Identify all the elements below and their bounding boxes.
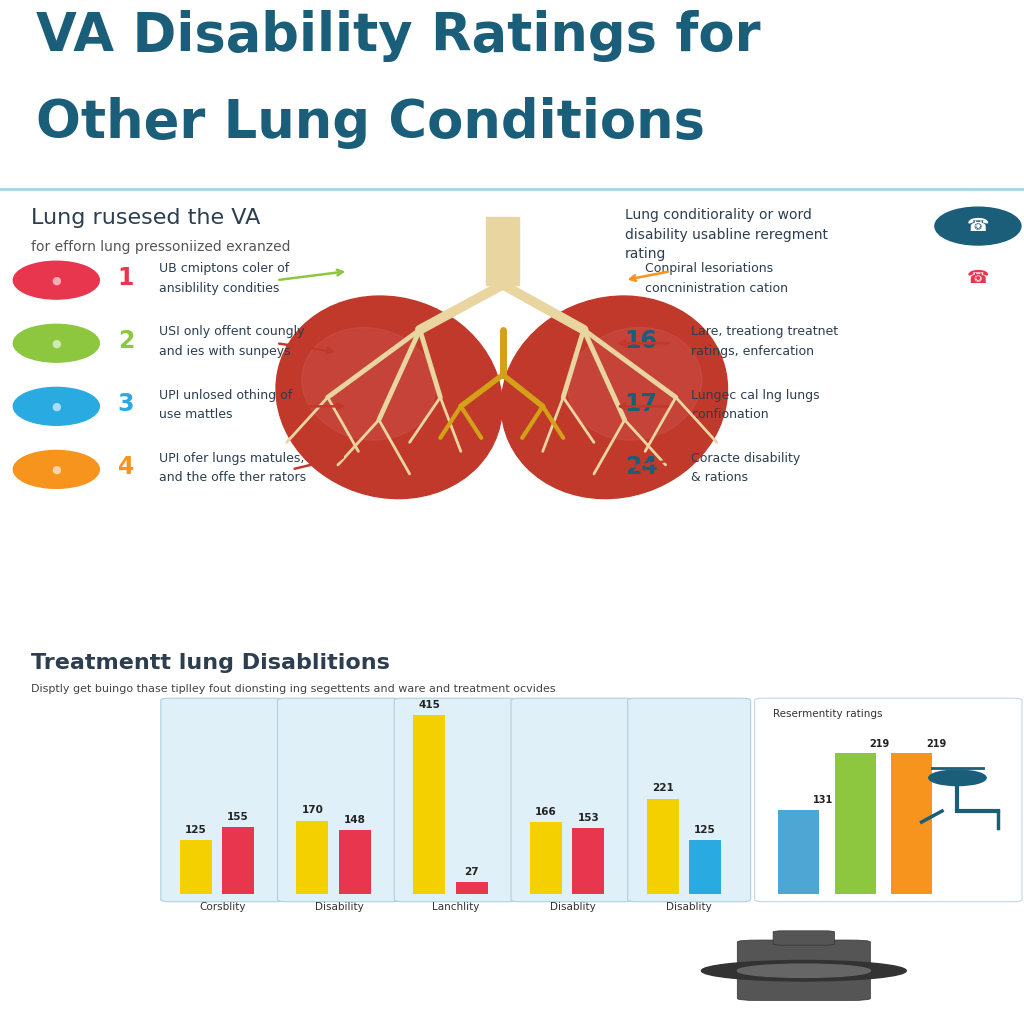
Text: 219: 219 xyxy=(926,738,946,749)
Text: & rations: & rations xyxy=(691,471,749,484)
Bar xyxy=(339,830,371,894)
Text: confionation: confionation xyxy=(691,408,769,421)
Circle shape xyxy=(935,207,1021,245)
Ellipse shape xyxy=(502,296,727,499)
Text: Photograment: Photograment xyxy=(865,978,988,992)
Text: ●: ● xyxy=(51,338,61,348)
Text: UPI ofer lungs matules,: UPI ofer lungs matules, xyxy=(159,452,304,465)
Text: ●: ● xyxy=(51,465,61,474)
Text: ratings, enfercation: ratings, enfercation xyxy=(691,345,814,357)
Bar xyxy=(689,840,721,894)
Text: Disptly get buingo thase tiplley fout dionsting ing segettents and ware and trea: Disptly get buingo thase tiplley fout di… xyxy=(31,684,555,694)
Ellipse shape xyxy=(302,328,435,440)
Text: ansiblility condities: ansiblility condities xyxy=(159,282,280,295)
Text: for efforn lung pressoniized exranzed: for efforn lung pressoniized exranzed xyxy=(31,240,290,254)
Bar xyxy=(456,883,487,894)
Bar xyxy=(179,840,212,894)
Text: ☎: ☎ xyxy=(967,217,989,236)
Circle shape xyxy=(56,735,128,755)
FancyBboxPatch shape xyxy=(511,698,634,902)
Text: Lung conditiorality or word
disability usabline reregment
rating: Lung conditiorality or word disability u… xyxy=(625,208,827,261)
FancyBboxPatch shape xyxy=(773,931,835,945)
Circle shape xyxy=(13,387,99,425)
Text: and ies with sunpeys: and ies with sunpeys xyxy=(159,345,291,357)
FancyBboxPatch shape xyxy=(278,698,400,902)
Circle shape xyxy=(13,325,99,362)
Text: 148: 148 xyxy=(344,815,366,824)
Text: 415: 415 xyxy=(418,699,440,710)
Text: 24: 24 xyxy=(625,455,657,479)
FancyBboxPatch shape xyxy=(394,698,517,902)
Text: ●: ● xyxy=(51,275,61,285)
Circle shape xyxy=(929,770,986,785)
Circle shape xyxy=(13,451,99,488)
Bar xyxy=(835,753,876,894)
Bar xyxy=(296,820,329,894)
FancyBboxPatch shape xyxy=(628,698,751,902)
Text: Coracte disability: Coracte disability xyxy=(691,452,801,465)
Text: GET Ther: GET Ther xyxy=(865,946,929,958)
Circle shape xyxy=(13,261,99,299)
Text: 1: 1 xyxy=(118,266,134,290)
Text: confimation: confimation xyxy=(87,979,162,991)
Text: Conpiral lesoriations: Conpiral lesoriations xyxy=(645,262,773,275)
Text: 155: 155 xyxy=(227,812,249,821)
FancyBboxPatch shape xyxy=(161,698,284,902)
Text: Resermentity ratings: Resermentity ratings xyxy=(773,709,883,719)
Text: Other Lung Conditions: Other Lung Conditions xyxy=(36,97,705,150)
Text: Complcant offes Precognied by lung Resciation: Complcant offes Precognied by lung Resci… xyxy=(87,948,382,961)
Text: K: K xyxy=(26,943,53,978)
Text: Lanchlity: Lanchlity xyxy=(432,902,479,912)
Text: Corsblity: Corsblity xyxy=(199,902,246,912)
Text: 3: 3 xyxy=(118,392,134,416)
Text: Treatmentt lung Disablitions: Treatmentt lung Disablitions xyxy=(31,653,389,674)
Text: 166: 166 xyxy=(535,807,557,817)
Ellipse shape xyxy=(276,296,502,499)
Text: 17: 17 xyxy=(625,392,657,416)
Text: UB cmiptons coler of: UB cmiptons coler of xyxy=(159,262,289,275)
Bar xyxy=(529,822,562,894)
Text: 125: 125 xyxy=(184,824,207,835)
Text: and the offe ther rators: and the offe ther rators xyxy=(159,471,306,484)
Text: 153: 153 xyxy=(578,812,599,822)
Text: 131: 131 xyxy=(813,796,834,806)
Bar xyxy=(646,799,679,894)
Text: Disability: Disability xyxy=(314,902,364,912)
Bar xyxy=(413,715,445,894)
Text: Lungec cal lng lungs: Lungec cal lng lungs xyxy=(691,388,820,401)
Bar xyxy=(891,753,932,894)
Text: 16: 16 xyxy=(625,329,657,353)
Bar xyxy=(222,827,254,894)
Text: VA Disability Ratings for: VA Disability Ratings for xyxy=(36,10,761,61)
Bar xyxy=(486,217,519,285)
Text: Lung rusesed the VA: Lung rusesed the VA xyxy=(31,208,260,228)
Text: Disablity: Disablity xyxy=(550,902,595,912)
Circle shape xyxy=(737,965,870,977)
Bar xyxy=(572,828,604,894)
Text: use mattles: use mattles xyxy=(159,408,232,421)
FancyBboxPatch shape xyxy=(737,940,870,1000)
Text: USI only offent coungly: USI only offent coungly xyxy=(159,326,304,339)
Text: Lare, treationg treatnet: Lare, treationg treatnet xyxy=(691,326,839,339)
Text: ●: ● xyxy=(51,401,61,412)
Text: 170: 170 xyxy=(301,805,324,815)
Text: 125: 125 xyxy=(694,824,716,835)
FancyBboxPatch shape xyxy=(755,698,1022,902)
Circle shape xyxy=(701,961,906,981)
Text: UPI unlosed othing of: UPI unlosed othing of xyxy=(159,388,292,401)
Text: 219: 219 xyxy=(869,738,890,749)
Ellipse shape xyxy=(568,328,701,440)
Text: 2: 2 xyxy=(118,329,134,353)
Text: concninistration cation: concninistration cation xyxy=(645,282,788,295)
Text: 27: 27 xyxy=(464,866,479,877)
Bar xyxy=(778,810,819,894)
Text: Disablity: Disablity xyxy=(667,902,712,912)
Text: 4: 4 xyxy=(118,455,134,479)
Text: ☎: ☎ xyxy=(967,269,989,287)
Text: 221: 221 xyxy=(651,783,674,794)
